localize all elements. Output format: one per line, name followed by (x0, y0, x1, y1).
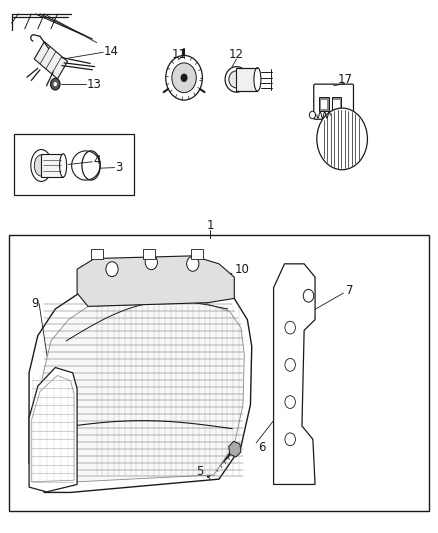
Polygon shape (42, 303, 244, 482)
Circle shape (53, 82, 57, 86)
Ellipse shape (229, 71, 244, 88)
Text: 10: 10 (234, 263, 249, 276)
Polygon shape (29, 368, 77, 492)
Text: 5: 5 (196, 465, 203, 478)
Bar (333, 100, 339, 109)
Text: 14: 14 (104, 45, 119, 58)
Text: 4: 4 (93, 154, 101, 167)
Bar (191, 249, 203, 259)
Polygon shape (77, 256, 234, 306)
Ellipse shape (31, 150, 52, 181)
Circle shape (309, 111, 315, 119)
Text: 6: 6 (258, 441, 266, 454)
Bar (321, 100, 327, 109)
Circle shape (180, 74, 187, 82)
Ellipse shape (254, 68, 261, 91)
Polygon shape (34, 42, 67, 79)
Circle shape (50, 78, 60, 90)
Polygon shape (229, 441, 241, 457)
Circle shape (285, 359, 295, 371)
Bar (143, 249, 155, 259)
Text: 9: 9 (32, 297, 39, 310)
Circle shape (145, 255, 157, 270)
Bar (237, 68, 258, 91)
Circle shape (317, 108, 367, 169)
Polygon shape (274, 264, 315, 484)
Bar (41, 154, 63, 177)
Bar (319, 98, 329, 111)
Circle shape (187, 256, 199, 271)
Ellipse shape (72, 151, 100, 180)
Bar (332, 98, 341, 111)
Ellipse shape (225, 67, 248, 92)
Circle shape (285, 321, 295, 334)
Bar (91, 249, 103, 259)
Circle shape (285, 433, 295, 446)
Text: 1: 1 (207, 219, 214, 231)
Text: 17: 17 (337, 73, 352, 86)
Polygon shape (29, 288, 252, 492)
Bar (14, 134, 134, 195)
Text: 13: 13 (87, 78, 102, 91)
Text: 11: 11 (171, 49, 186, 61)
Circle shape (106, 262, 118, 277)
Bar (10, 235, 428, 511)
Text: 12: 12 (229, 49, 244, 61)
FancyBboxPatch shape (314, 84, 353, 119)
Circle shape (285, 395, 295, 408)
Circle shape (172, 63, 196, 93)
Ellipse shape (60, 154, 67, 177)
Text: 7: 7 (346, 284, 353, 297)
Text: 3: 3 (116, 161, 123, 174)
Circle shape (303, 289, 314, 302)
Circle shape (166, 55, 202, 100)
Ellipse shape (34, 155, 48, 176)
